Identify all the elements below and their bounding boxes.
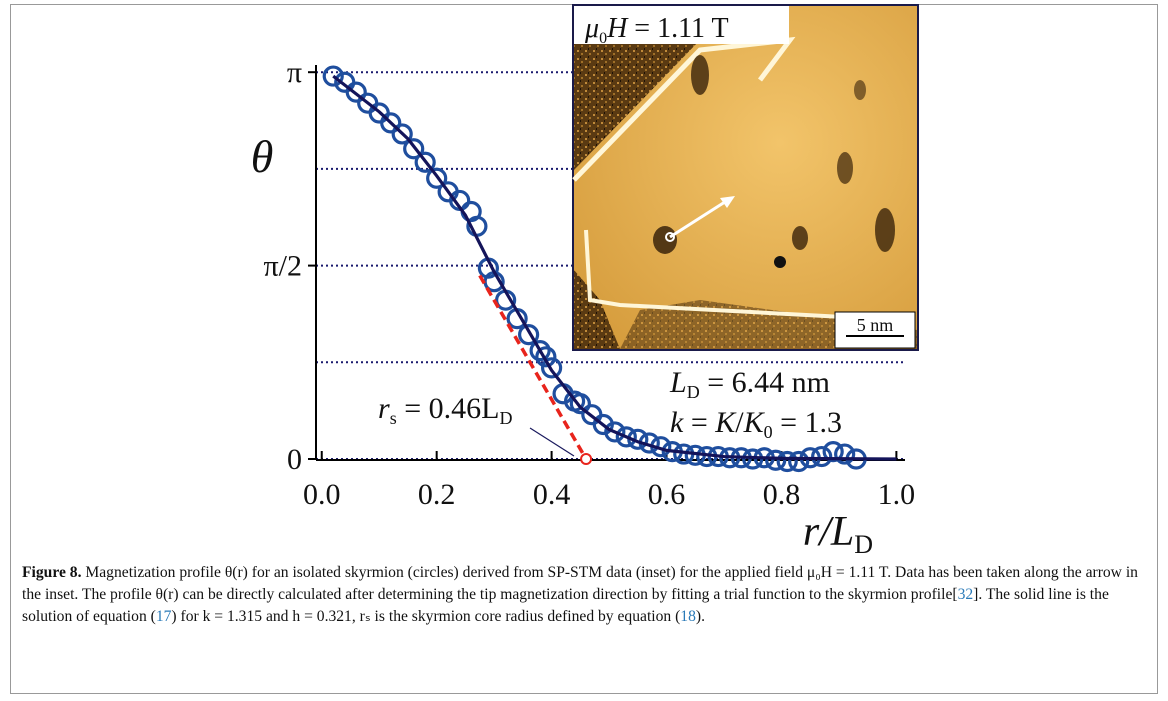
fit-line [332, 74, 897, 461]
tangent-line [478, 274, 588, 460]
data-point [811, 445, 833, 468]
rs-sub2: D [499, 408, 512, 428]
caption-ref[interactable]: 32 [957, 586, 974, 603]
k-sub: 0 [764, 422, 773, 442]
k-annotation: k = K/K0 = 1.3 [670, 406, 842, 442]
scale-bar-label: 5 nm [857, 315, 894, 335]
field-h: H [606, 13, 629, 44]
rs-sub: s [390, 408, 397, 428]
rs-leader [529, 427, 575, 457]
field-sub: 0 [599, 30, 607, 47]
k-big0: K [743, 406, 766, 439]
caption-text: ) for k = 1.315 and h = 0.321, rₛ is the… [171, 608, 681, 625]
x-label-main: r/L [803, 509, 854, 555]
svg-text:μ0H = 1.11 T: μ0H = 1.11 T [584, 13, 729, 47]
data-point [788, 450, 810, 473]
ld-main: L [669, 366, 687, 399]
x-tick-label: 0.6 [648, 478, 686, 511]
data-point [345, 81, 367, 103]
x-tick-label: 0.0 [303, 478, 341, 511]
k-slash: / [735, 406, 744, 439]
x-tick-label: 0.8 [763, 478, 801, 511]
caption-ref[interactable]: 18 [680, 608, 696, 625]
y-tick-label: π/2 [264, 250, 302, 283]
chart: θ r/LD 0π/2π0.0 0.2 0.4 0.6 0.8 1.0 μ0H = 1.1… [251, 4, 919, 559]
data-point [426, 167, 448, 189]
caption-text: ]. The solid line is the solution of equ… [22, 586, 1109, 625]
data-point [535, 346, 557, 368]
data-point [604, 421, 626, 443]
data-point [391, 123, 413, 145]
x-tick-label: 0.4 [533, 478, 571, 511]
k-big: K [714, 406, 737, 439]
caption-label: Figure 8. [22, 564, 82, 581]
y-tick-label: 0 [287, 443, 302, 476]
ld-sub: D [687, 382, 700, 402]
caption: Figure 8. Magnetization profile θ(r) for… [22, 562, 1147, 628]
data-point [322, 65, 344, 87]
field-value: = 1.11 T [627, 13, 728, 44]
caption-ref[interactable]: 17 [155, 608, 172, 625]
x-label-sub: D [854, 530, 873, 559]
data-point [540, 357, 563, 379]
rs-r: r [378, 392, 390, 425]
x-axis-label: r/LD [803, 509, 873, 559]
data-point [380, 112, 402, 134]
k-k: k [670, 406, 684, 439]
caption-text: ). [695, 608, 705, 625]
k-value: = 1.3 [773, 406, 842, 439]
y-axis-label: θ [251, 131, 274, 182]
k-eq: = [683, 406, 715, 439]
rs-marker [580, 453, 593, 465]
data-point [776, 450, 798, 473]
data-point [615, 426, 637, 448]
data-point [403, 138, 425, 160]
data-point [529, 340, 551, 362]
field-mu: μ [584, 13, 599, 44]
ld-annotation: LD = 6.44 nm [669, 366, 830, 402]
data-point [518, 324, 540, 346]
ld-value: = 6.44 nm [700, 366, 830, 399]
data-point [569, 392, 591, 415]
data-point [765, 449, 787, 471]
y-tick-label: π [287, 56, 302, 89]
rs-value: = 0.46L [397, 392, 500, 425]
inset-image: μ0H = 1.11 T 5 nm [572, 4, 919, 351]
data-point [834, 443, 856, 465]
caption-text: Magnetization profile θ(r) for an isolat… [22, 564, 1138, 603]
rs-annotation: rs = 0.46LD [378, 392, 512, 428]
data-point [414, 151, 436, 173]
x-tick-label: 0.2 [418, 478, 456, 511]
data-point [822, 441, 844, 463]
x-tick-label: 1.0 [878, 478, 916, 511]
